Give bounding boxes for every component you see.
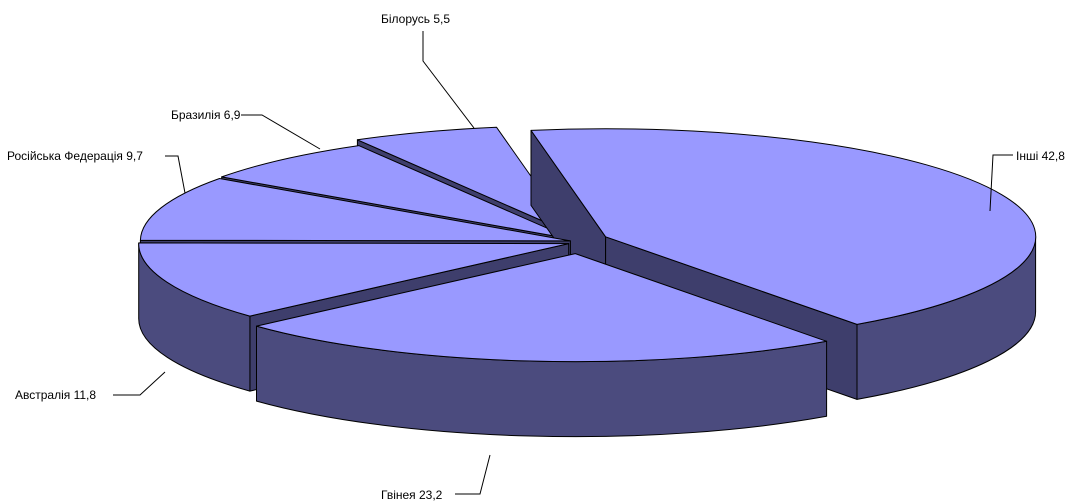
leader-line-russia <box>165 155 186 194</box>
slice-top-brazil <box>221 145 574 240</box>
data-label-brazil: Бразилія 6,9 <box>171 108 241 122</box>
data-label-australia: Австралія 11,8 <box>15 388 96 402</box>
leader-line-brazil <box>241 114 321 150</box>
pie-slices <box>138 126 1037 438</box>
slice-top-belarus <box>356 126 572 234</box>
label-leader-lines <box>113 31 1013 495</box>
leader-line-other <box>989 154 1013 212</box>
slice-top-guinea <box>256 253 828 363</box>
leader-line-guinea <box>455 454 491 495</box>
data-label-russia: Російська Федерація 9,7 <box>7 149 143 163</box>
data-labels: Інші 42,8 Гвінея 23,2 Австралія 11,8 Рос… <box>7 12 1065 502</box>
data-label-guinea: Гвінея 23,2 <box>381 488 443 502</box>
slice-top-other <box>530 128 1037 325</box>
slice-top-australia <box>138 242 570 317</box>
pie-slice-guinea <box>256 253 828 438</box>
data-label-belarus: Білорусь 5,5 <box>381 12 450 26</box>
leader-line-belarus <box>422 31 475 129</box>
slice-top-russia <box>139 178 571 242</box>
data-label-other: Інші 42,8 <box>1016 149 1065 163</box>
leader-line-australia <box>113 371 166 396</box>
